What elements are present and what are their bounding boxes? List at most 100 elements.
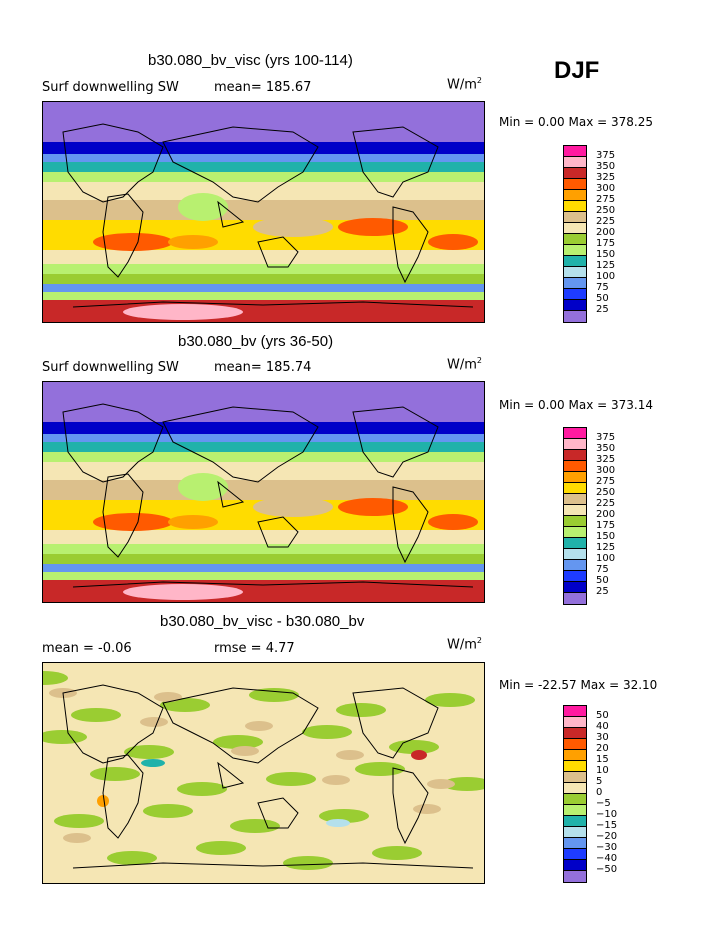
panel-2-colorbar (563, 427, 587, 605)
season-label: DJF (554, 57, 600, 84)
colorbar-swatch (564, 527, 586, 538)
colorbar-swatch (564, 190, 586, 201)
colorbar-swatch (564, 234, 586, 245)
colorbar-tick-label: 275 (596, 194, 616, 205)
panel-1-mean-label: mean= 185.67 (214, 80, 312, 95)
colorbar-swatch (564, 593, 586, 604)
panel-3-colorbar (563, 705, 587, 883)
colorbar-swatch (564, 461, 586, 472)
colorbar-tick-label: 5 (596, 776, 603, 787)
colorbar-tick-label: 50 (596, 710, 609, 721)
colorbar-swatch (564, 849, 586, 860)
colorbar-tick-label: 325 (596, 172, 616, 183)
colorbar-tick-label: 20 (596, 743, 609, 754)
colorbar-swatch (564, 168, 586, 179)
colorbar-tick-label: −5 (596, 798, 611, 809)
panel-1-units: W/m2 (447, 76, 482, 93)
panel-2-field-label: Surf downwelling SW (42, 360, 179, 375)
panel-1-title: b30.080_bv_visc (yrs 100-114) (148, 52, 353, 69)
colorbar-tick-label: 10 (596, 765, 609, 776)
colorbar-swatch (564, 783, 586, 794)
colorbar-tick-label: 150 (596, 531, 616, 542)
colorbar-tick-label: 325 (596, 454, 616, 465)
colorbar-tick-label: 375 (596, 150, 616, 161)
colorbar-swatch (564, 750, 586, 761)
colorbar-swatch (564, 794, 586, 805)
colorbar-tick-label: 15 (596, 754, 609, 765)
colorbar-swatch (564, 538, 586, 549)
colorbar-swatch (564, 311, 586, 322)
panel-2-map (42, 381, 485, 603)
colorbar-swatch (564, 450, 586, 461)
colorbar-tick-label: 350 (596, 443, 616, 454)
colorbar-swatch (564, 472, 586, 483)
colorbar-tick-label: 225 (596, 216, 616, 227)
colorbar-swatch (564, 516, 586, 527)
colorbar-tick-label: −15 (596, 820, 618, 831)
colorbar-tick-label: 150 (596, 249, 616, 260)
colorbar-tick-label: −50 (596, 864, 618, 875)
colorbar-tick-label: −30 (596, 842, 618, 853)
colorbar-tick-label: 300 (596, 465, 616, 476)
colorbar-swatch (564, 179, 586, 190)
panel-1-field-label: Surf downwelling SW (42, 80, 179, 95)
colorbar-swatch (564, 428, 586, 439)
colorbar-tick-label: 375 (596, 432, 616, 443)
colorbar-swatch (564, 761, 586, 772)
colorbar-tick-label: 125 (596, 260, 616, 271)
colorbar-tick-label: 50 (596, 575, 609, 586)
colorbar-tick-label: 30 (596, 732, 609, 743)
colorbar-swatch (564, 860, 586, 871)
colorbar-swatch (564, 505, 586, 516)
panel-2-units: W/m2 (447, 356, 482, 373)
colorbar-tick-label: 0 (596, 787, 603, 798)
panel-1-minmax: Min = 0.00 Max = 378.25 (499, 115, 653, 129)
colorbar-swatch (564, 838, 586, 849)
colorbar-swatch (564, 706, 586, 717)
colorbar-swatch (564, 278, 586, 289)
panel-3-map (42, 662, 485, 884)
panel-3-mean-label: mean = -0.06 (42, 641, 132, 656)
colorbar-swatch (564, 300, 586, 311)
colorbar-tick-label: −40 (596, 853, 618, 864)
colorbar-swatch (564, 483, 586, 494)
colorbar-swatch (564, 871, 586, 882)
colorbar-tick-label: 175 (596, 238, 616, 249)
colorbar-tick-label: 200 (596, 509, 616, 520)
colorbar-tick-label: 225 (596, 498, 616, 509)
colorbar-tick-label: 50 (596, 293, 609, 304)
colorbar-tick-label: 275 (596, 476, 616, 487)
colorbar-swatch (564, 816, 586, 827)
colorbar-swatch (564, 256, 586, 267)
panel-3-units: W/m2 (447, 636, 482, 653)
colorbar-tick-label: 250 (596, 487, 616, 498)
colorbar-tick-label: 100 (596, 271, 616, 282)
colorbar-swatch (564, 494, 586, 505)
colorbar-tick-label: 75 (596, 282, 609, 293)
colorbar-tick-label: 40 (596, 721, 609, 732)
panel-2-mean-label: mean= 185.74 (214, 360, 312, 375)
colorbar-swatch (564, 805, 586, 816)
colorbar-tick-label: 75 (596, 564, 609, 575)
colorbar-tick-label: 350 (596, 161, 616, 172)
panel-3-rmse-label: rmse = 4.77 (214, 641, 295, 656)
colorbar-swatch (564, 582, 586, 593)
colorbar-swatch (564, 245, 586, 256)
colorbar-swatch (564, 827, 586, 838)
colorbar-swatch (564, 728, 586, 739)
colorbar-swatch (564, 267, 586, 278)
colorbar-tick-label: 300 (596, 183, 616, 194)
colorbar-tick-label: 125 (596, 542, 616, 553)
colorbar-swatch (564, 146, 586, 157)
colorbar-tick-label: 200 (596, 227, 616, 238)
colorbar-tick-label: 25 (596, 586, 609, 597)
panel-2-minmax: Min = 0.00 Max = 373.14 (499, 398, 653, 412)
colorbar-swatch (564, 212, 586, 223)
panel-1-colorbar (563, 145, 587, 323)
colorbar-swatch (564, 717, 586, 728)
colorbar-tick-label: 100 (596, 553, 616, 564)
colorbar-tick-label: −10 (596, 809, 618, 820)
panel-3-minmax: Min = -22.57 Max = 32.10 (499, 678, 658, 692)
colorbar-swatch (564, 201, 586, 212)
colorbar-swatch (564, 223, 586, 234)
